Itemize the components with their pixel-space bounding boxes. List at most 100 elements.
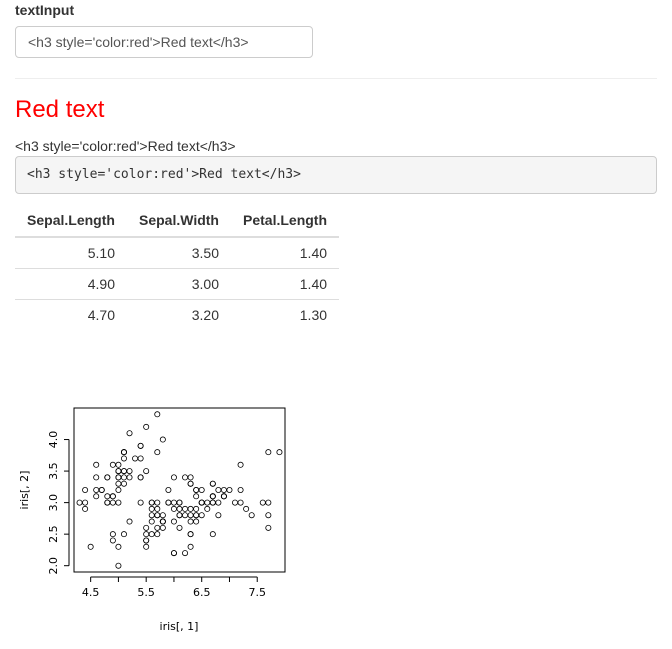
table-header-cell: Sepal.Width — [127, 204, 231, 238]
scatter-point — [154, 505, 161, 512]
scatter-point — [115, 468, 122, 475]
scatter-point — [232, 499, 239, 506]
scatter-point — [76, 499, 83, 506]
scatter-point — [259, 499, 266, 506]
y-tick-label: 2.5 — [47, 525, 60, 543]
scatter-point — [176, 524, 183, 531]
raw-text-output: <h3 style='color:red'>Red text</h3> — [15, 138, 236, 154]
table-cell: 1.40 — [231, 268, 340, 300]
scatter-point — [120, 449, 127, 456]
scatter-point — [248, 512, 255, 519]
table-cell: 3.00 — [127, 268, 231, 300]
scatter-point — [187, 505, 194, 512]
scatter-point — [104, 474, 111, 481]
scatter-point — [93, 487, 100, 494]
scatter-point — [159, 512, 166, 519]
table-row: 4.90 3.00 1.40 — [15, 268, 340, 300]
scatter-point — [109, 461, 116, 468]
scatter-point — [148, 531, 155, 538]
scatter-point — [170, 505, 177, 512]
x-tick-label: 6.5 — [193, 586, 211, 599]
plot-frame — [73, 407, 286, 573]
rendered-html-heading: Red text — [15, 96, 105, 123]
scatter-point — [137, 442, 144, 449]
scatter-point — [193, 487, 200, 494]
scatter-point — [187, 543, 194, 550]
verbatim-text-output: <h3 style='color:red'>Red text</h3> — [15, 156, 657, 194]
scatter-point — [120, 474, 127, 481]
text-input-label: textInput — [15, 2, 75, 18]
scatter-point — [154, 449, 161, 456]
y-axis-label: iris[, 2] — [18, 471, 31, 510]
scatter-point — [237, 487, 244, 494]
y-tick-label: 3.5 — [47, 462, 60, 480]
scatter-point — [82, 487, 89, 494]
scatter-point — [148, 499, 155, 506]
scatter-point — [115, 487, 122, 494]
scatter-point — [209, 499, 216, 506]
scatter-point — [187, 474, 194, 481]
scatter-point — [198, 512, 205, 519]
y-tick-label: 3.0 — [47, 494, 60, 512]
scatter-point — [182, 512, 189, 519]
scatter-point — [198, 499, 205, 506]
scatter-point — [159, 436, 166, 443]
data-table: Sepal.Length Sepal.Width Petal.Length 5.… — [15, 204, 340, 330]
scatter-point — [82, 499, 89, 506]
scatter-point — [176, 499, 183, 506]
table-cell: 3.20 — [127, 299, 231, 330]
scatter-point — [193, 505, 200, 512]
scatter-point — [209, 480, 216, 487]
scatter-point — [187, 480, 194, 487]
scatter-point — [143, 524, 150, 531]
x-axis: 4.5 5.5 6.5 7.5 — [82, 576, 266, 599]
y-tick-label: 4.0 — [47, 431, 60, 449]
scatter-point — [82, 505, 89, 512]
scatter-point — [148, 518, 155, 525]
scatter-point — [132, 455, 139, 462]
scatter-point — [109, 537, 116, 544]
scatter-point — [109, 531, 116, 538]
scatter-point — [143, 531, 150, 538]
scatter-point — [137, 455, 144, 462]
table-cell: 4.70 — [15, 299, 127, 330]
scatter-plot: 4.5 5.5 6.5 7.5 2.0 2.5 3.0 3.5 4.0 iris[, 1] i… — [18, 407, 286, 633]
scatter-point — [165, 487, 172, 494]
scatter-point — [93, 493, 100, 500]
scatter-point — [187, 531, 194, 538]
scatter-point — [137, 499, 144, 506]
scatter-point — [237, 499, 244, 506]
scatter-point — [165, 499, 172, 506]
scatter-point — [143, 468, 150, 475]
table-header-cell: Sepal.Length — [15, 204, 127, 238]
x-tick-label: 7.5 — [248, 586, 266, 599]
scatter-point — [204, 505, 211, 512]
table-row: 5.10 3.50 1.40 — [15, 236, 340, 269]
scatter-point — [104, 499, 111, 506]
scatter-point — [170, 550, 177, 557]
scatter-point — [198, 487, 205, 494]
scatter-point — [193, 493, 200, 500]
scatter-point — [159, 518, 166, 525]
table-header-row: Sepal.Length Sepal.Width Petal.Length — [15, 204, 340, 238]
scatter-point — [143, 537, 150, 544]
scatter-point — [170, 499, 177, 506]
scatter-point — [209, 531, 216, 538]
scatter-point — [243, 505, 250, 512]
scatter-point — [87, 543, 94, 550]
scatter-point — [193, 518, 200, 525]
scatter-point — [115, 474, 122, 481]
scatter-point — [120, 468, 127, 475]
scatter-point — [276, 449, 283, 456]
scatter-point — [182, 505, 189, 512]
scatter-point — [143, 543, 150, 550]
scatter-point — [115, 562, 122, 569]
scatter-point — [120, 480, 127, 487]
scatter-point — [265, 524, 272, 531]
scatter-point — [170, 518, 177, 525]
scatter-point — [93, 461, 100, 468]
text-input-field[interactable] — [15, 26, 313, 58]
scatter-point — [109, 493, 116, 500]
scatter-point — [220, 487, 227, 494]
y-tick-label: 2.0 — [47, 557, 60, 575]
